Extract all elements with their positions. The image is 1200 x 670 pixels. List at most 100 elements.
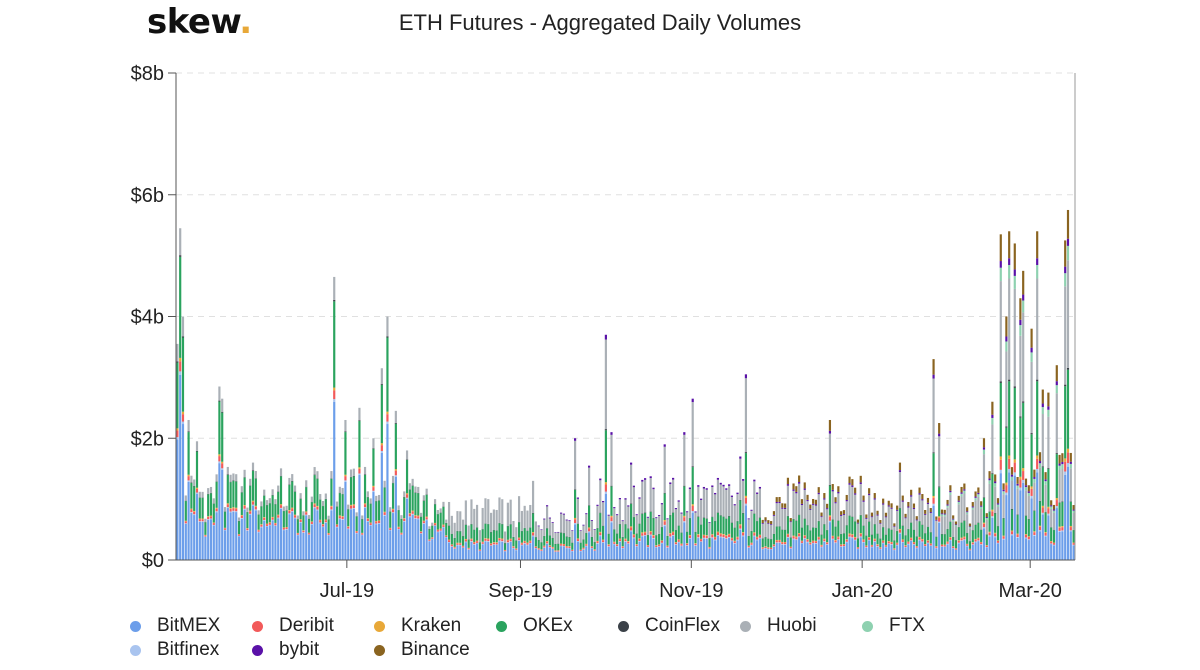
- bar-segment: [946, 544, 949, 560]
- bar-segment: [1066, 209, 1070, 239]
- bar-segment: [1030, 328, 1033, 348]
- bar-segment: [548, 518, 551, 536]
- bar-segment: [313, 507, 316, 509]
- bar-segment: [604, 493, 607, 560]
- bar-segment: [803, 518, 806, 536]
- bar-segment: [439, 508, 442, 513]
- bar-segment: [456, 542, 459, 544]
- bar-segment: [475, 504, 479, 528]
- bar-segment: [467, 525, 470, 540]
- bar-segment: [784, 529, 787, 542]
- bar-segment: [879, 549, 882, 560]
- legend-item[interactable]: FTX: [862, 614, 984, 638]
- bar-segment: [607, 544, 610, 547]
- bar-segment: [389, 511, 392, 528]
- bar-segment: [887, 500, 890, 506]
- bar-segment: [915, 548, 918, 560]
- bar-segment: [781, 542, 784, 545]
- bar-segment: [946, 541, 949, 543]
- bar-segment: [1066, 260, 1070, 368]
- bar-segment: [181, 424, 185, 560]
- bar-segment: [809, 530, 812, 543]
- bar-segment: [195, 451, 199, 488]
- bar-segment: [383, 487, 386, 512]
- bar-segment: [876, 533, 879, 545]
- bar-segment: [680, 512, 683, 514]
- bar-segment: [792, 489, 795, 491]
- bar-segment: [1052, 542, 1056, 544]
- bar-segment: [946, 507, 949, 529]
- legend-item[interactable]: BitMEX: [130, 614, 252, 638]
- bar-segment: [691, 398, 694, 403]
- bar-segment: [907, 542, 910, 544]
- bar-segment: [588, 505, 591, 528]
- bar-segment: [736, 537, 739, 540]
- bar-segment: [545, 505, 549, 507]
- bar-segment: [649, 531, 652, 532]
- bar-segment: [1050, 541, 1053, 544]
- bar-segment: [347, 526, 350, 527]
- bar-segment: [677, 540, 680, 542]
- bar-segment: [994, 474, 997, 482]
- legend-item[interactable]: Huobi: [740, 614, 862, 638]
- bar-segment: [260, 506, 263, 525]
- legend-item[interactable]: Kraken: [374, 614, 496, 638]
- bar-segment: [316, 510, 319, 560]
- bar-segment: [268, 522, 271, 525]
- bar-segment: [363, 507, 367, 509]
- bar-segment: [512, 548, 515, 560]
- bar-segment: [728, 534, 731, 538]
- bar-segment: [837, 540, 840, 560]
- bar-segment: [926, 540, 930, 543]
- bar-segment: [980, 542, 983, 545]
- legend-item[interactable]: OKEx: [496, 614, 618, 638]
- bar-segment: [907, 544, 910, 560]
- bar-segment: [764, 521, 767, 538]
- bar-segment: [792, 539, 795, 560]
- bar-segment: [694, 511, 697, 513]
- bar-segment: [831, 484, 834, 490]
- bar-segment: [187, 480, 190, 482]
- bar-segment: [767, 523, 770, 524]
- bar-segment: [744, 378, 748, 453]
- bar-segment: [1058, 531, 1061, 560]
- bar-segment: [195, 450, 199, 452]
- bar-segment: [372, 448, 375, 486]
- bar-segment: [439, 531, 442, 560]
- bar-segment: [854, 540, 857, 560]
- bar-segment: [218, 454, 221, 457]
- bar-segment: [417, 486, 420, 493]
- bar-segment: [1008, 455, 1011, 459]
- bar-segment: [901, 539, 904, 541]
- bar-segment: [613, 542, 616, 544]
- legend-item[interactable]: bybit: [252, 638, 374, 662]
- bar-segment: [540, 529, 543, 531]
- bar-segment: [467, 539, 470, 548]
- bar-segment: [688, 489, 691, 518]
- bar-segment: [781, 529, 784, 542]
- bar-segment: [204, 522, 207, 535]
- bar-segment: [756, 536, 759, 538]
- bar-segment: [352, 476, 355, 505]
- bar-segment: [215, 481, 218, 508]
- legend-item[interactable]: Deribit: [252, 614, 374, 638]
- bar-segment: [436, 514, 439, 530]
- skew-logo: skew.: [147, 2, 252, 42]
- legend-row: Bitfinex bybit Binance: [130, 638, 1030, 662]
- bar-segment: [475, 543, 479, 560]
- legend-item[interactable]: Bitfinex: [130, 638, 252, 662]
- bar-segment: [901, 541, 904, 543]
- bar-segment: [977, 522, 980, 538]
- bar-segment: [700, 499, 703, 525]
- bar-segment: [744, 453, 748, 496]
- bar-segment: [921, 524, 924, 539]
- legend-label: Binance: [401, 639, 470, 660]
- legend-item[interactable]: CoinFlex: [618, 614, 740, 638]
- legend-item[interactable]: Binance: [374, 638, 496, 662]
- bar-segment: [176, 343, 179, 362]
- bar-segment: [288, 510, 291, 514]
- bar-segment: [495, 542, 498, 545]
- bar-segment: [559, 544, 563, 546]
- bar-segment: [730, 496, 734, 523]
- bar-segment: [792, 483, 795, 490]
